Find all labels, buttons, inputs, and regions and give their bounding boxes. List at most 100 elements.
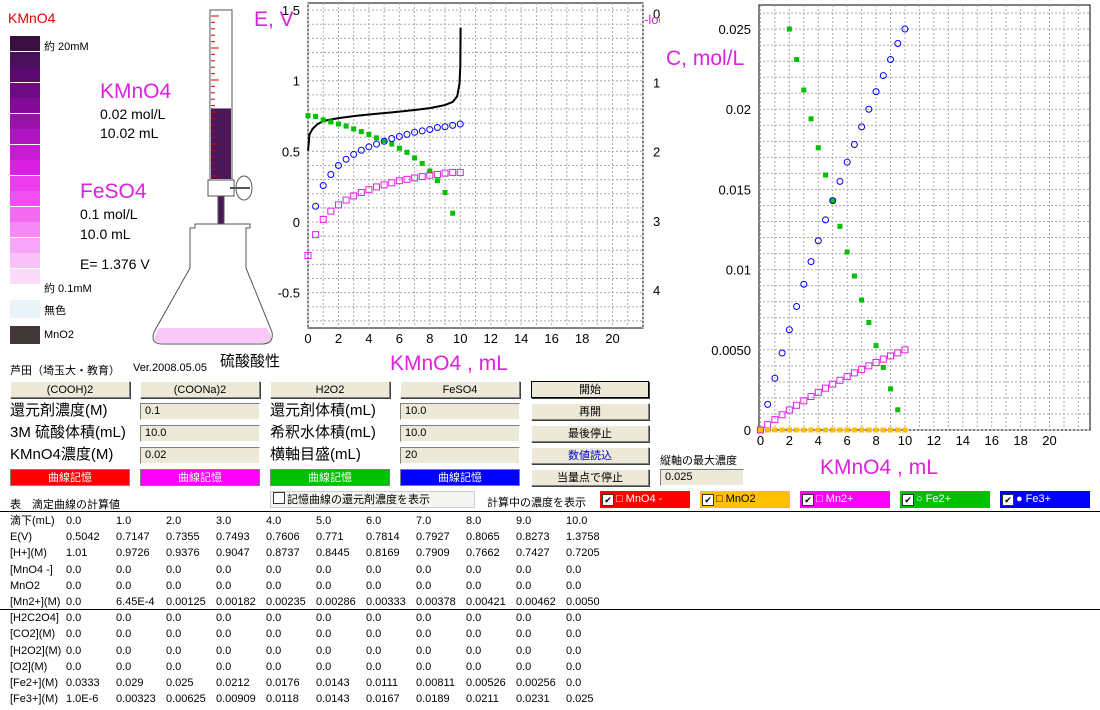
data-point <box>880 427 886 433</box>
feso4-conc: 0.1 mol/L <box>80 206 138 222</box>
plot-area <box>307 2 644 329</box>
data-point <box>381 138 387 144</box>
reductant-vol-input[interactable]: 10.0 <box>400 403 520 420</box>
ymax-label: 縦軸の最大濃度 <box>660 455 737 467</box>
reductant-conc-input[interactable]: 0.1 <box>140 403 260 420</box>
data-point <box>872 88 880 96</box>
titration-apparatus <box>152 9 273 345</box>
table-cell: 0.0 <box>316 563 332 576</box>
table-cell: 0.7814 <box>366 531 400 544</box>
read-values-button[interactable]: 数値読込 <box>531 447 649 464</box>
checkmark-icon[interactable]: ✔ <box>602 494 614 506</box>
checkmark-icon[interactable]: ✔ <box>702 494 714 506</box>
data-point <box>851 273 857 279</box>
x-tick-label: 20 <box>605 331 619 346</box>
table-cell: 0.0 <box>66 644 82 657</box>
series <box>305 113 456 216</box>
species-checkbox[interactable]: ✔ ○ Fe2+ <box>900 491 990 508</box>
data-point <box>844 249 850 255</box>
table-cell: 0.00182 <box>216 596 256 609</box>
curve-memory-button[interactable]: 曲線記憶 <box>400 469 520 486</box>
table-cell: 0.0 <box>216 628 232 641</box>
data-point <box>350 192 358 200</box>
xscale-input[interactable]: 20 <box>400 447 520 464</box>
h2so4-vol-input[interactable]: 10.0 <box>140 425 260 442</box>
table-cell: 0.9376 <box>166 547 200 560</box>
table-cell: 0.00625 <box>166 693 206 706</box>
table-cell: 0.7606 <box>266 531 300 544</box>
data-point <box>807 258 815 266</box>
data-point <box>426 171 434 179</box>
table-cell: 0.0 <box>466 579 482 592</box>
color-swatch <box>10 36 40 51</box>
curve-memory-button[interactable]: 曲線記憶 <box>270 469 390 486</box>
species-checkbox[interactable]: ✔ □ Mn2+ <box>800 491 890 508</box>
data-point <box>865 362 873 370</box>
data-point <box>879 72 887 80</box>
data-point <box>888 386 894 392</box>
ymax-input[interactable]: 0.025 <box>660 469 744 486</box>
checkmark-icon[interactable]: ✔ <box>802 494 814 506</box>
table-cell: 0.00526 <box>466 676 506 689</box>
data-point <box>880 364 886 370</box>
resume-button[interactable]: 再開 <box>531 403 649 420</box>
data-point <box>800 280 808 288</box>
y2-tick-label: 0 <box>653 6 660 21</box>
flask-label: 硫酸酸性 <box>220 353 281 370</box>
y-axis-label: E, V <box>254 8 294 31</box>
table-cell: 6.0 <box>366 515 382 528</box>
dilution-vol-input[interactable]: 10.0 <box>400 425 520 442</box>
dilution-vol-label: 希釈水体積(mL) <box>270 424 376 441</box>
species-checkbox[interactable]: ✔ □ MnO4 - <box>600 491 690 508</box>
reductant-button-feso4[interactable]: FeSO4 <box>400 381 520 398</box>
stop-at-end-button[interactable]: 最後停止 <box>531 425 649 442</box>
feso4-title: FeSO4 <box>80 180 147 203</box>
table-cell: 0.0212 <box>216 676 250 689</box>
table-cell: 0.0 <box>416 563 432 576</box>
data-point <box>358 129 364 135</box>
curve-memory-button[interactable]: 曲線記憶 <box>10 469 130 486</box>
data-point <box>757 427 763 433</box>
data-point <box>395 132 403 140</box>
reductant-button-coona2[interactable]: (COONa)2 <box>140 381 260 398</box>
table-cell: 0.0 <box>116 563 132 576</box>
species-checkbox[interactable]: ✔ □ MnO2 <box>700 491 790 508</box>
start-button[interactable]: 開始 <box>531 381 649 398</box>
curve-memory-button[interactable]: 曲線記憶 <box>140 469 260 486</box>
kmno4-conc-input[interactable]: 0.02 <box>140 447 260 464</box>
data-point <box>403 175 411 183</box>
flask-solution <box>154 328 272 343</box>
show-reductant-conc-text: 記憶曲線の還元剤濃度を表示 <box>287 494 430 506</box>
data-point <box>793 401 801 409</box>
table-mid-divider <box>0 609 1100 610</box>
checkbox-box[interactable] <box>273 492 285 504</box>
data-point <box>859 427 865 433</box>
table-cell: 0.8273 <box>516 531 550 544</box>
reductant-button-cooh2[interactable]: (COOH)2 <box>10 381 130 398</box>
table-cell: 3.0 <box>216 515 232 528</box>
checkmark-icon[interactable]: ✔ <box>902 494 914 506</box>
table-cell: 0.025 <box>166 676 194 689</box>
show-reductant-conc-checkbox[interactable]: 記憶曲線の還元剤濃度を表示 <box>270 491 475 508</box>
y-tick-label: 0.015 <box>718 182 751 197</box>
species-checkbox[interactable]: ✔ ● Fe3+ <box>1000 491 1090 508</box>
y-tick-label: 0.0050 <box>711 343 751 358</box>
reductant-button-h2o2[interactable]: H2O2 <box>270 381 390 398</box>
checkmark-icon[interactable]: ✔ <box>1002 494 1014 506</box>
data-point <box>829 380 837 388</box>
marker-icon: □ <box>816 493 823 505</box>
data-point <box>342 196 350 204</box>
colorbar-title: KMnO4 <box>8 10 56 26</box>
x-tick-label: 2 <box>786 433 793 448</box>
table-cell: 0.0111 <box>366 676 399 689</box>
x-tick-label: 20 <box>1042 433 1056 448</box>
data-point <box>794 57 800 63</box>
feso4-vol: 10.0 mL <box>80 226 131 242</box>
stop-at-equivalence-button[interactable]: 当量点で停止 <box>531 469 649 486</box>
data-point <box>814 237 822 245</box>
x-tick-label: 4 <box>365 331 372 346</box>
data-point <box>373 140 381 148</box>
table-cell: 0.7147 <box>116 531 150 544</box>
table-top-divider <box>0 511 1100 512</box>
data-point <box>449 168 457 176</box>
